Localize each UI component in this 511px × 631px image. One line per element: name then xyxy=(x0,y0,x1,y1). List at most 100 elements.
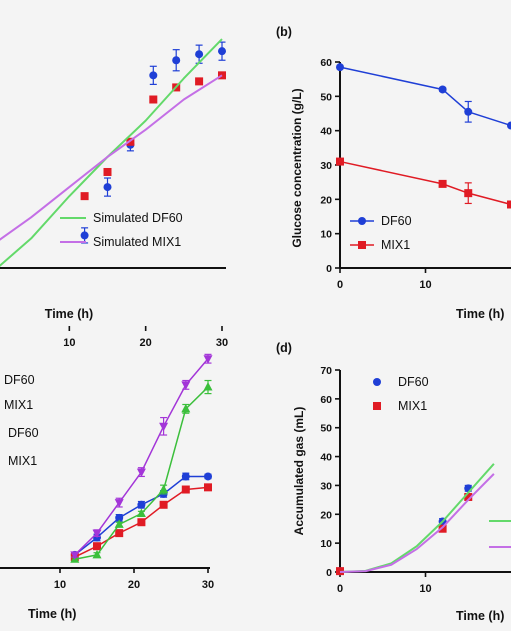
panel-label-b: (b) xyxy=(276,25,292,39)
data-point-df60 xyxy=(92,549,102,559)
legend-label-mix1-a: MIX1 xyxy=(4,398,33,412)
data-point-mix1 xyxy=(159,422,169,432)
data-point-series-0 xyxy=(218,47,226,56)
legend-label-simulated-df60: Simulated DF60 xyxy=(93,211,183,225)
y-tick-label: 40 xyxy=(320,126,332,138)
y-tick-label: 0 xyxy=(326,263,332,275)
data-point-mix1 xyxy=(464,492,473,501)
x-tick-label: 0 xyxy=(337,279,343,291)
x-tick-label: 10 xyxy=(63,337,75,349)
data-point-mix1 xyxy=(204,483,212,492)
x-axis-label: Time (h) xyxy=(456,307,504,321)
legend-marker-mix1 xyxy=(373,402,381,410)
legend-label-mix1: MIX1 xyxy=(398,399,427,413)
data-point-series-1 xyxy=(149,95,158,104)
data-point-df60 xyxy=(438,85,447,94)
data-point-df60 xyxy=(203,382,213,391)
x-tick-label: 10 xyxy=(419,279,431,291)
data-point-df60 xyxy=(159,484,169,494)
y-tick-label: 30 xyxy=(320,160,332,172)
legend-label-mix1-b: MIX1 xyxy=(8,454,37,468)
data-point-mix1 xyxy=(438,524,447,533)
data-point-series-0 xyxy=(103,183,112,192)
data-point-series-0 xyxy=(195,50,204,59)
x-tick-label: 10 xyxy=(54,579,66,591)
panel-a: 10 20 30 Time (h) Simulated DF60 Simulated… xyxy=(0,38,228,349)
data-point-df60 xyxy=(136,508,146,517)
legend: DF60 MIX1 xyxy=(373,375,511,548)
series-line-mix1 xyxy=(339,160,511,206)
y-tick-label: 20 xyxy=(320,509,332,521)
y-tick-label: 70 xyxy=(320,365,332,377)
y-tick-label: 0 xyxy=(326,567,332,579)
series-line-df60 xyxy=(339,66,511,127)
data-point-series-0 xyxy=(172,56,181,65)
data-point-df60 xyxy=(181,472,190,481)
data-point-mix1 xyxy=(93,542,101,551)
data-point-mix1 xyxy=(438,179,447,188)
data-point-series-1 xyxy=(103,167,112,176)
y-tick-label: 60 xyxy=(320,57,332,69)
x-tick-label: 20 xyxy=(140,337,152,349)
data-point-mix1 xyxy=(92,529,102,539)
data-point-mix1 xyxy=(136,468,146,478)
data-point-mix1 xyxy=(70,551,80,560)
legend: DF60 MIX1 xyxy=(350,214,412,252)
data-point-mix1 xyxy=(181,485,190,494)
x-tick-label: 20 xyxy=(128,579,140,591)
legend-label-simulated-mix1: Simulated MIX1 xyxy=(93,235,181,249)
y-tick-label: 50 xyxy=(320,423,332,435)
panel-d: (d) 0 10 0 10 20 30 40 50 60 70 Accumulated gas … xyxy=(276,341,511,623)
x-axis-label: Time (h) xyxy=(45,307,93,321)
x-axis-label: Time (h) xyxy=(456,609,504,623)
legend-label-df60-b: DF60 xyxy=(8,426,39,440)
y-tick-label: 40 xyxy=(320,452,332,464)
legend-marker-df60 xyxy=(373,378,381,386)
legend-label-df60-a: DF60 xyxy=(4,373,35,387)
data-point-df60 xyxy=(115,513,124,522)
data-point-mix1 xyxy=(336,157,344,166)
data-point-mix1 xyxy=(115,529,124,538)
series-line-series-3 xyxy=(339,473,495,573)
data-point-mix1 xyxy=(114,499,124,508)
legend-label-mix1: MIX1 xyxy=(381,238,410,252)
legend-marker-df60 xyxy=(358,217,366,225)
x-axis-label: Time (h) xyxy=(28,607,76,621)
data-point-df60 xyxy=(181,403,191,413)
data-point-df60 xyxy=(336,63,344,72)
panel-label-d: (d) xyxy=(276,341,292,355)
legend: Simulated DF60 Simulated MIX1 xyxy=(60,211,183,249)
panel-b: (b) 0 10 0 10 20 30 40 50 60 Glucose concentrat… xyxy=(276,25,511,321)
data-point-series-0 xyxy=(80,231,89,240)
y-axis-label: Glucose concentration (g/L) xyxy=(290,88,304,247)
data-point-mix1 xyxy=(159,500,168,509)
y-tick-label: 10 xyxy=(320,229,332,241)
y-tick-label: 20 xyxy=(320,194,332,206)
y-tick-label: 10 xyxy=(320,538,332,550)
data-point-mix1 xyxy=(137,518,146,527)
x-tick-label: 10 xyxy=(419,583,431,595)
panel-c: 10 20 30 Time (h) DF60 MIX1 DF60 MIX1 xyxy=(0,353,214,621)
data-point-mix1 xyxy=(507,200,511,209)
data-point-df60 xyxy=(464,107,473,116)
x-tick-label: 0 xyxy=(337,583,343,595)
data-point-df60 xyxy=(137,500,146,509)
data-point-df60 xyxy=(114,519,124,528)
legend: DF60 MIX1 DF60 MIX1 xyxy=(4,373,39,468)
legend-label-df60: DF60 xyxy=(398,375,429,389)
legend-label-df60: DF60 xyxy=(381,214,412,228)
y-tick-label: 50 xyxy=(320,91,332,103)
series-line-simulated-mix1 xyxy=(0,74,223,241)
y-tick-label: 60 xyxy=(320,394,332,406)
y-tick-label: 30 xyxy=(320,480,332,492)
data-point-mix1 xyxy=(181,381,191,390)
x-tick-label: 30 xyxy=(202,579,214,591)
data-point-df60 xyxy=(204,472,212,481)
y-axis-label: Accumulated gas (mL) xyxy=(292,407,306,536)
data-point-mix1 xyxy=(464,189,473,198)
data-point-series-1 xyxy=(80,192,89,201)
legend-marker-mix1 xyxy=(358,241,366,249)
x-tick-label: 30 xyxy=(216,337,228,349)
data-point-mix1 xyxy=(203,355,213,364)
